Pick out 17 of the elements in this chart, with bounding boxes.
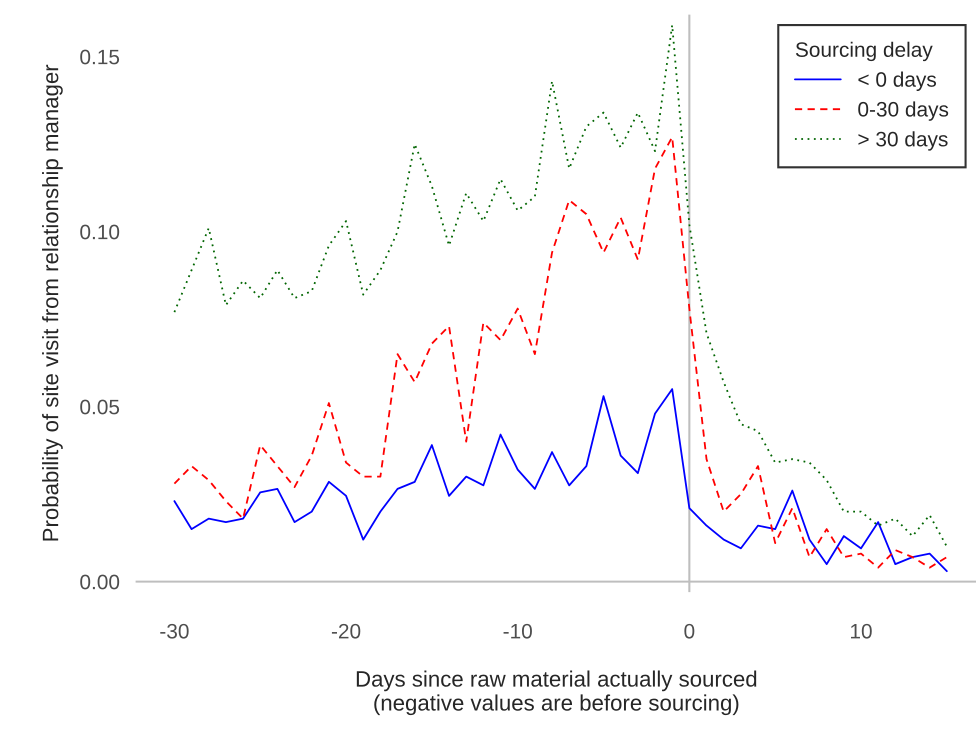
legend-label: < 0 days (858, 72, 936, 91)
x-tick-label: -20 (332, 624, 360, 639)
x-axis-title: Days since raw material actually sourced (negative values are before sourcing) (356, 670, 756, 716)
y-axis-title: Probability of site visit from relationship manager (42, 64, 63, 541)
x-tick-label: 0 (684, 624, 694, 639)
legend-label: > 30 days (858, 131, 948, 151)
x-tick-label: 10 (851, 624, 872, 639)
x-tick-label: -10 (504, 624, 532, 639)
legend-title: Sourcing delay (796, 42, 933, 62)
y-tick-label: 0.00 (80, 574, 120, 590)
legend-label: 0-30 days (858, 101, 948, 121)
y-tick-label: 0.15 (80, 50, 120, 64)
x-tick-label: -30 (160, 624, 189, 639)
y-tick-label: 0.05 (80, 400, 120, 414)
line-series (174, 388, 948, 572)
line-series (174, 24, 948, 548)
y-tick-label: 0.10 (80, 224, 120, 240)
